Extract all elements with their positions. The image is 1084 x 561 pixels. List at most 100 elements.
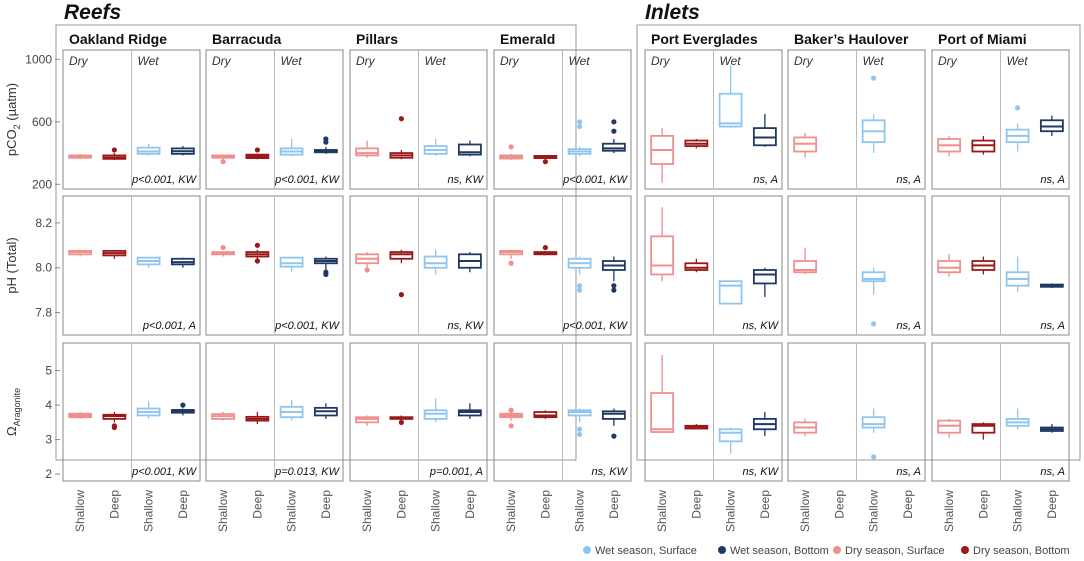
stat-annotation: ns, KW (743, 466, 780, 478)
season-label-wet: Wet (720, 54, 742, 68)
box (650, 392, 675, 433)
outlier-point (111, 147, 117, 153)
outlier-point (254, 147, 260, 153)
box (718, 92, 743, 128)
season-label-wet: Wet (863, 54, 885, 68)
box (937, 260, 962, 274)
group-frame-inlets (636, 24, 1081, 461)
x-category-label: Shallow (504, 490, 518, 532)
outlier-point (611, 287, 617, 293)
y-axis-label-tail: (µatm) (4, 83, 19, 124)
x-category-label: Shallow (867, 490, 881, 532)
outlier-point (611, 283, 617, 289)
legend-label: Dry season, Bottom (973, 545, 1070, 557)
x-category-label: Shallow (1011, 490, 1025, 532)
box (861, 271, 886, 283)
x-category-label: Deep (901, 490, 915, 519)
box (457, 143, 482, 156)
x-category-label: Shallow (429, 490, 443, 532)
y-tick-label: 8.0 (35, 261, 52, 275)
outlier-point (254, 242, 260, 248)
box (793, 260, 818, 274)
y-tick-label: 3 (45, 433, 52, 447)
box (971, 423, 996, 434)
stat-annotation: p<0.001, KW (274, 320, 341, 332)
outlier-point (542, 159, 548, 165)
outlier-point (398, 292, 404, 298)
site-title: Baker’s Haulover (794, 31, 909, 47)
y-axis-label-main: Ω (4, 426, 19, 436)
y-axis-label: ΩAragonite (4, 388, 22, 436)
stat-annotation: ns, A (1040, 320, 1065, 332)
stat-annotation: p<0.001, A (142, 320, 196, 332)
group-frame-reefs (55, 24, 577, 461)
x-category-label: Deep (176, 490, 190, 519)
x-category-label: Deep (538, 490, 552, 519)
stat-annotation: p<0.001, KW (131, 174, 198, 186)
outlier-point (611, 128, 617, 134)
season-label-wet: Wet (138, 54, 160, 68)
season-label-wet: Wet (425, 54, 447, 68)
stat-annotation: ns, A (896, 320, 921, 332)
box (601, 142, 626, 152)
y-tick-label: 7.8 (35, 306, 52, 320)
stat-annotation: ns, A (1040, 466, 1065, 478)
x-category-label: Shallow (573, 490, 587, 532)
y-axis-label-main: pCO (4, 129, 19, 156)
stat-annotation: ns, KW (448, 174, 485, 186)
season-label-wet: Wet (1007, 54, 1029, 68)
outlier-point (508, 144, 514, 150)
outlier-point (542, 244, 548, 251)
outlier-point (323, 269, 329, 275)
box (752, 269, 777, 285)
season-label-dry: Dry (794, 54, 814, 68)
outlier-point (508, 423, 514, 429)
season-label-dry: Dry (356, 54, 376, 68)
legend-marker (833, 546, 841, 554)
legend-label: Wet season, Bottom (730, 545, 829, 557)
x-category-label: Deep (250, 490, 264, 519)
stat-annotation: p<0.001, KW (562, 320, 629, 332)
y-axis-label-sub: Aragonite (12, 388, 22, 427)
y-tick-label: 2 (45, 467, 52, 481)
outlier-point (577, 119, 583, 125)
outlier-point (254, 258, 260, 264)
legend-marker (961, 546, 969, 554)
season-label-wet: Wet (569, 54, 591, 68)
x-category-label: Shallow (655, 490, 669, 532)
stat-annotation: ns, KW (448, 320, 485, 332)
outlier-point (323, 136, 329, 142)
y-axis-label: pH (Total) (4, 237, 19, 293)
season-label-dry: Dry (651, 54, 671, 68)
stat-annotation: ns, A (753, 174, 778, 186)
season-label-dry: Dry (500, 54, 520, 68)
box (279, 256, 304, 268)
outlier-point (871, 321, 877, 327)
site-title: Emerald (500, 31, 555, 47)
legend-label: Wet season, Surface (595, 545, 697, 557)
stat-annotation: ns, KW (592, 466, 629, 478)
outlier-point (611, 433, 617, 439)
stat-annotation: ns, A (896, 466, 921, 478)
stat-annotation: p<0.001, KW (562, 174, 629, 186)
site-title: Barracuda (212, 31, 281, 47)
legend-marker (583, 546, 591, 554)
x-category-label: Deep (1045, 490, 1059, 519)
outlier-point (398, 116, 404, 122)
y-tick-label: 5 (45, 364, 52, 378)
season-label-dry: Dry (938, 54, 958, 68)
outlier-point (871, 454, 877, 460)
box (423, 255, 448, 269)
y-axis-label-main: pH (Total) (4, 237, 19, 293)
outlier-point (871, 75, 877, 81)
x-category-label: Deep (689, 490, 703, 519)
stat-annotation: ns, A (1040, 174, 1065, 186)
stat-annotation: p=0.001, A (429, 466, 483, 478)
box (601, 410, 626, 420)
x-category-label: Deep (758, 490, 772, 519)
y-tick-label: 600 (32, 115, 52, 129)
x-category-label: Deep (107, 490, 121, 519)
site-title: Port of Miami (938, 31, 1027, 47)
outlier-point (111, 424, 117, 431)
